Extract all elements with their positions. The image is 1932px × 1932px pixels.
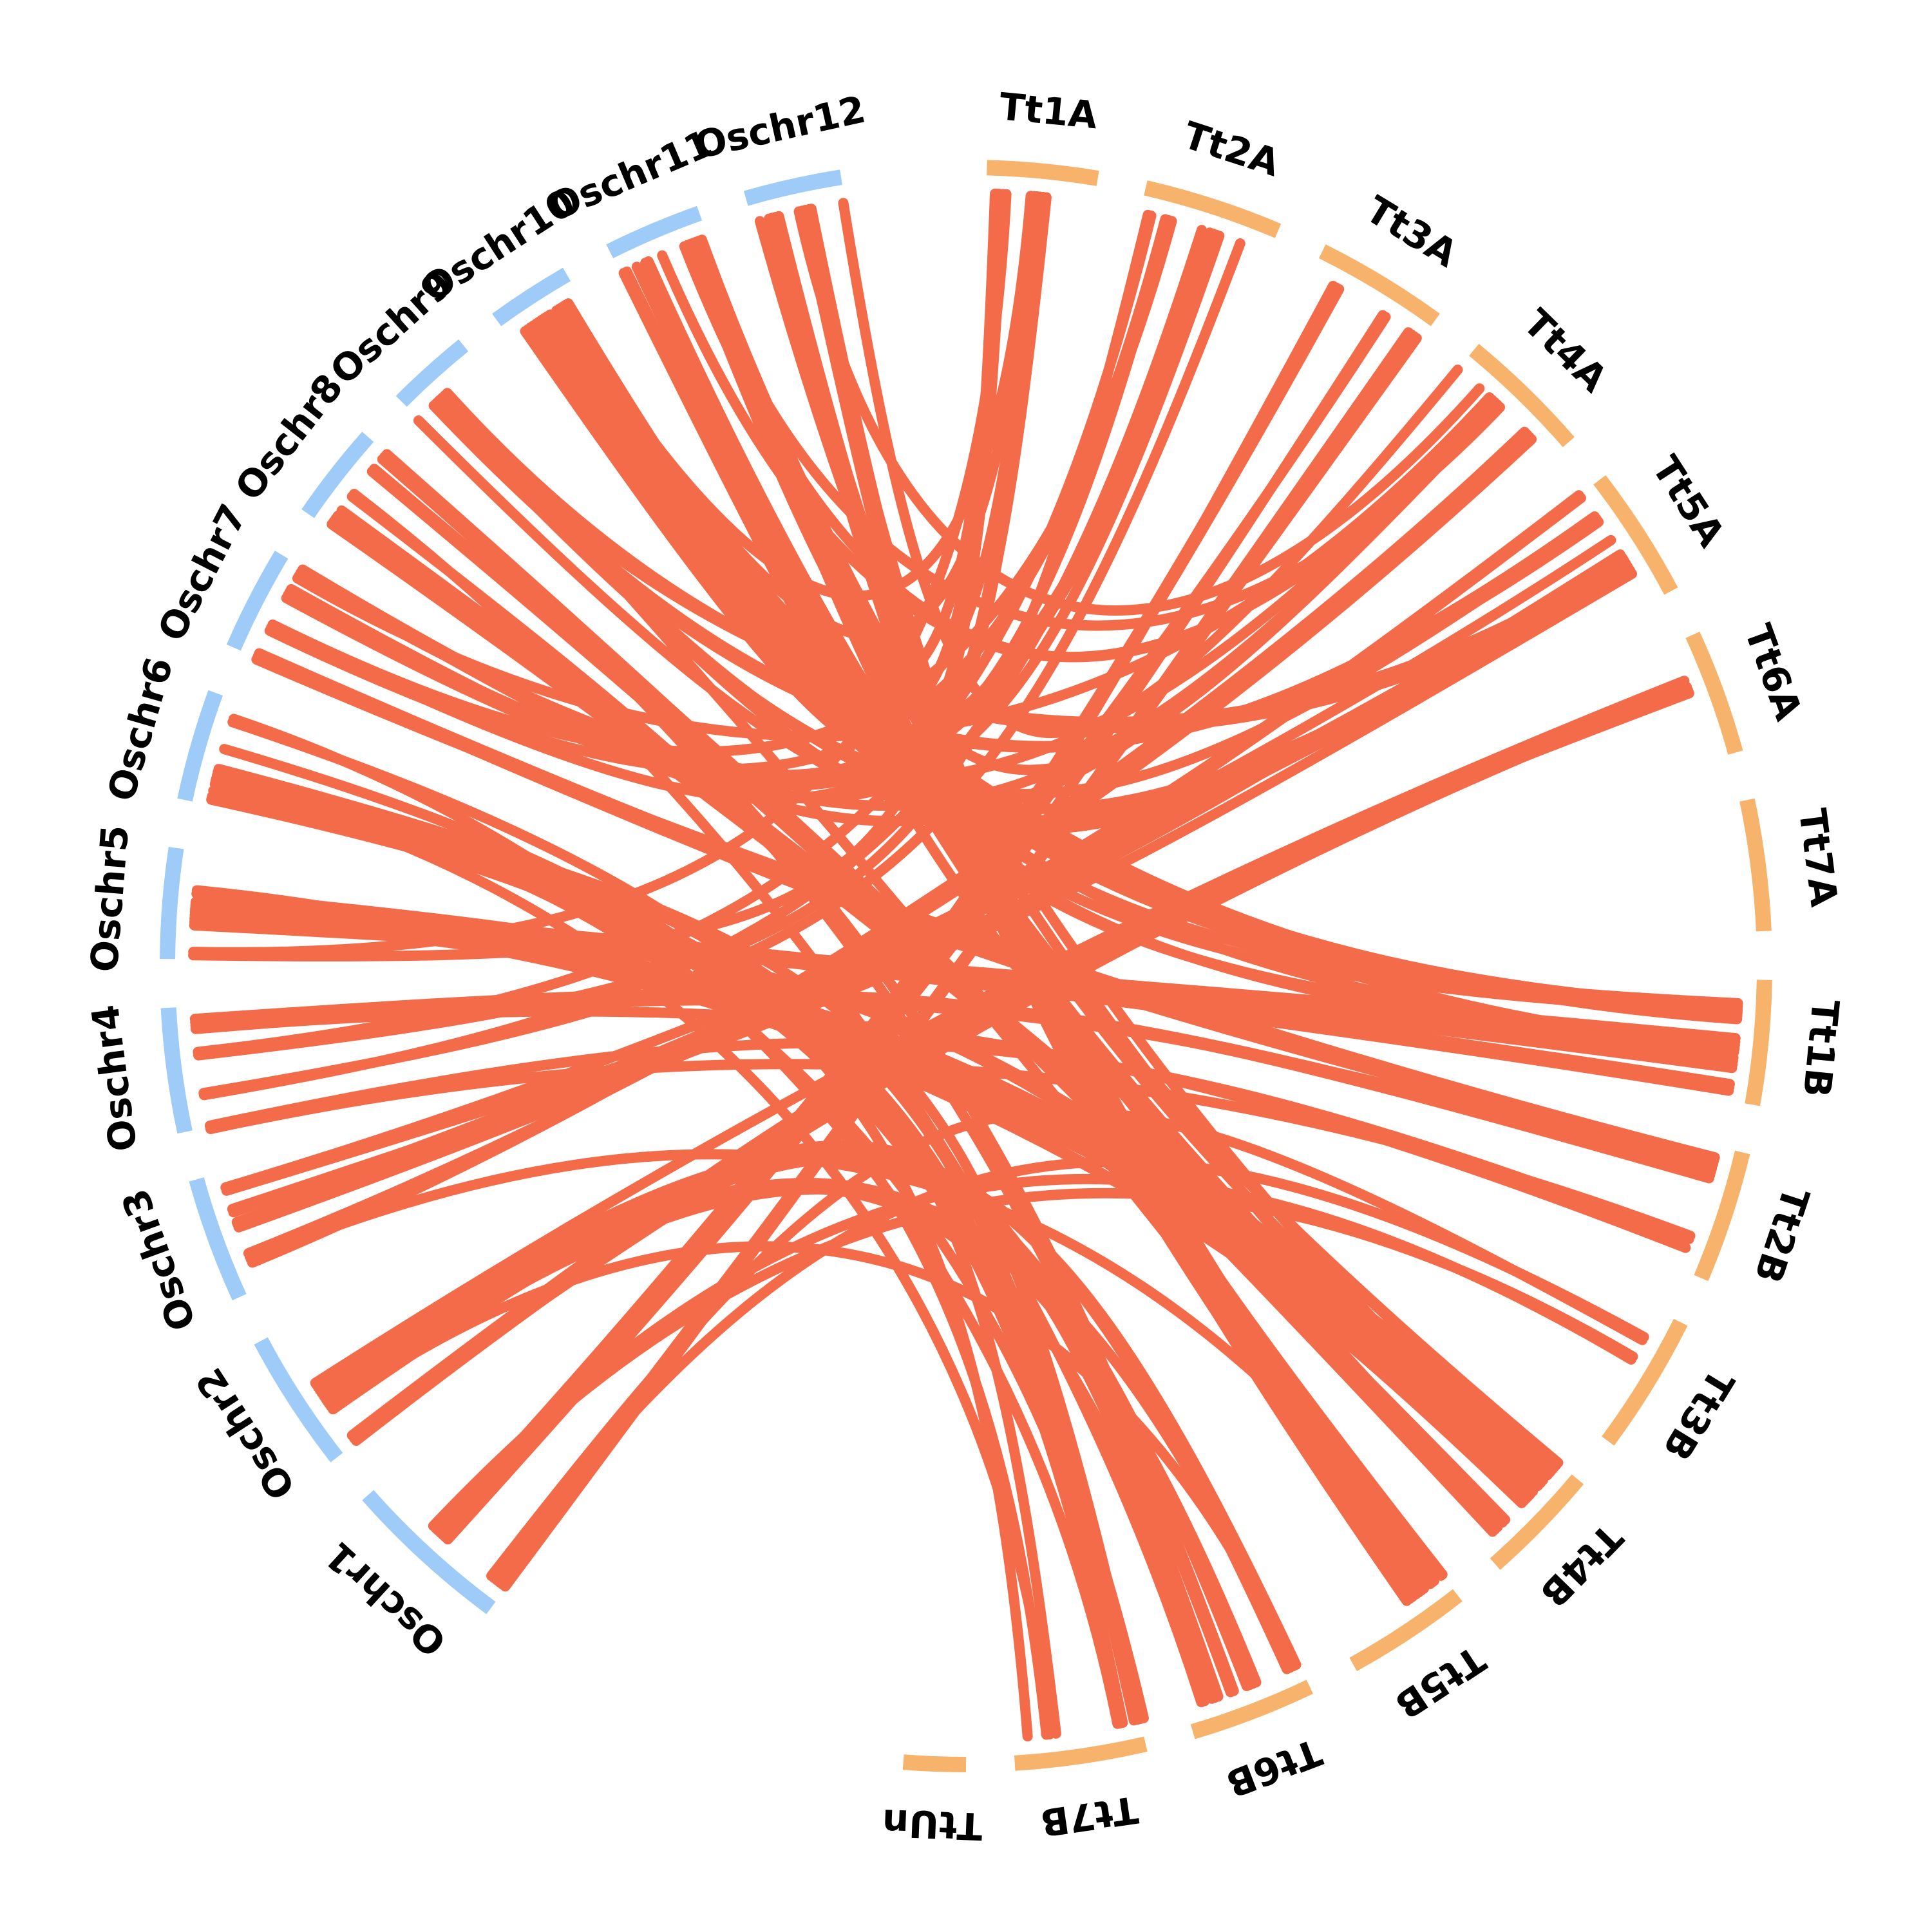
segment-label-tt2a: Tt2A: [1178, 113, 1285, 185]
segment-arc-tt5b: [1349, 1589, 1463, 1672]
synteny-link: [243, 434, 1537, 1258]
synteny-link: [326, 1241, 1298, 1672]
segment-arc-tt6b: [1190, 1680, 1313, 1739]
segment-arc-oschr11: [606, 205, 703, 259]
synteny-link: [213, 767, 1144, 1725]
segment-label-oschr12: Oschr12: [691, 87, 869, 167]
segment-arc-oschr8: [301, 431, 374, 518]
segment-label-tt7a: Tt7A: [1790, 806, 1846, 909]
synteny-link: [254, 648, 1719, 1170]
synteny-link: [540, 312, 1743, 1019]
segment-label-tt7b: Tt7B: [1037, 1788, 1141, 1845]
segment-arc-tt5a: [1593, 475, 1678, 595]
synteny-link: [311, 1148, 1252, 1692]
segment-arc-oschr12: [743, 169, 842, 206]
segment-label-tt4b: Tt4B: [1531, 1515, 1631, 1616]
synteny-link: [198, 238, 1245, 1099]
segment-label-tt2b: Tt2B: [1746, 1182, 1818, 1289]
segment-arc-tt1a: [987, 160, 1099, 186]
segment-label-tt6a: Tt6A: [1736, 618, 1810, 726]
segment-label-ttun: TtUn: [882, 1801, 983, 1848]
segment-arc-oschr7: [226, 551, 289, 651]
synteny-link: [800, 205, 1439, 1587]
synteny-link: [321, 1151, 1220, 1703]
synteny-link: [433, 395, 1604, 752]
synteny-link: [193, 210, 1157, 1057]
synteny-link: [838, 198, 1463, 739]
synteny-link: [219, 744, 1033, 1742]
segment-arc-tt7b: [1014, 1736, 1148, 1771]
segment-arc-oschr1: [362, 1490, 496, 1615]
segment-label-tt3a: Tt3A: [1358, 187, 1465, 276]
segment-arc-tt4a: [1469, 343, 1575, 448]
synteny-link: [696, 234, 1546, 1488]
segment-arc-ttun: [902, 1754, 967, 1772]
segment-label-tt1b: Tt1B: [1795, 998, 1848, 1099]
synteny-link: [228, 714, 1123, 1729]
segment-arc-oschr6: [177, 690, 223, 802]
chromosome-segments: [160, 160, 1772, 1772]
segment-arc-tt1b: [1745, 980, 1772, 1106]
segment-label-oschr4: Oschr4: [83, 1002, 146, 1153]
segment-arc-tt6a: [1685, 631, 1743, 755]
segment-arc-tt3b: [1602, 1318, 1688, 1446]
synteny-links: [188, 188, 1743, 1742]
synteny-link: [804, 204, 1435, 1589]
segment-label-tt5b: Tt5B: [1387, 1637, 1493, 1728]
segment-arc-oschr5: [160, 846, 184, 960]
synteny-link: [491, 333, 1422, 1586]
synteny-link: [346, 491, 1210, 1707]
segment-arc-tt4b: [1490, 1474, 1584, 1570]
segment-arc-oschr10: [492, 267, 571, 327]
segment-arc-tt7a: [1739, 798, 1772, 932]
segment-label-tt6b: Tt6B: [1220, 1730, 1327, 1806]
synteny-link: [793, 206, 1485, 616]
synteny-link: [557, 191, 1036, 601]
segment-arc-tt2b: [1694, 1150, 1750, 1282]
segment-arc-oschr2: [254, 1337, 343, 1463]
segment-arc-oschr4: [160, 1007, 193, 1134]
segment-arc-oschr9: [395, 339, 469, 407]
segment-arc-oschr3: [189, 1177, 247, 1301]
segment-label-tt4a: Tt4A: [1515, 301, 1616, 401]
segment-label-oschr6: Oschr6: [99, 652, 182, 806]
segment-label-oschr5: Oschr5: [82, 824, 137, 974]
synteny-link: [213, 764, 1139, 1726]
segment-arc-tt3a: [1318, 244, 1440, 327]
synteny-link: [191, 896, 1527, 1508]
segment-label-oschr3: Oschr3: [113, 1183, 205, 1336]
segment-label-tt5a: Tt5A: [1643, 448, 1734, 554]
segment-label-tt3b: Tt3B: [1654, 1361, 1743, 1468]
segment-arc-tt2a: [1144, 180, 1282, 238]
segment-label-tt1a: Tt1A: [998, 84, 1099, 137]
